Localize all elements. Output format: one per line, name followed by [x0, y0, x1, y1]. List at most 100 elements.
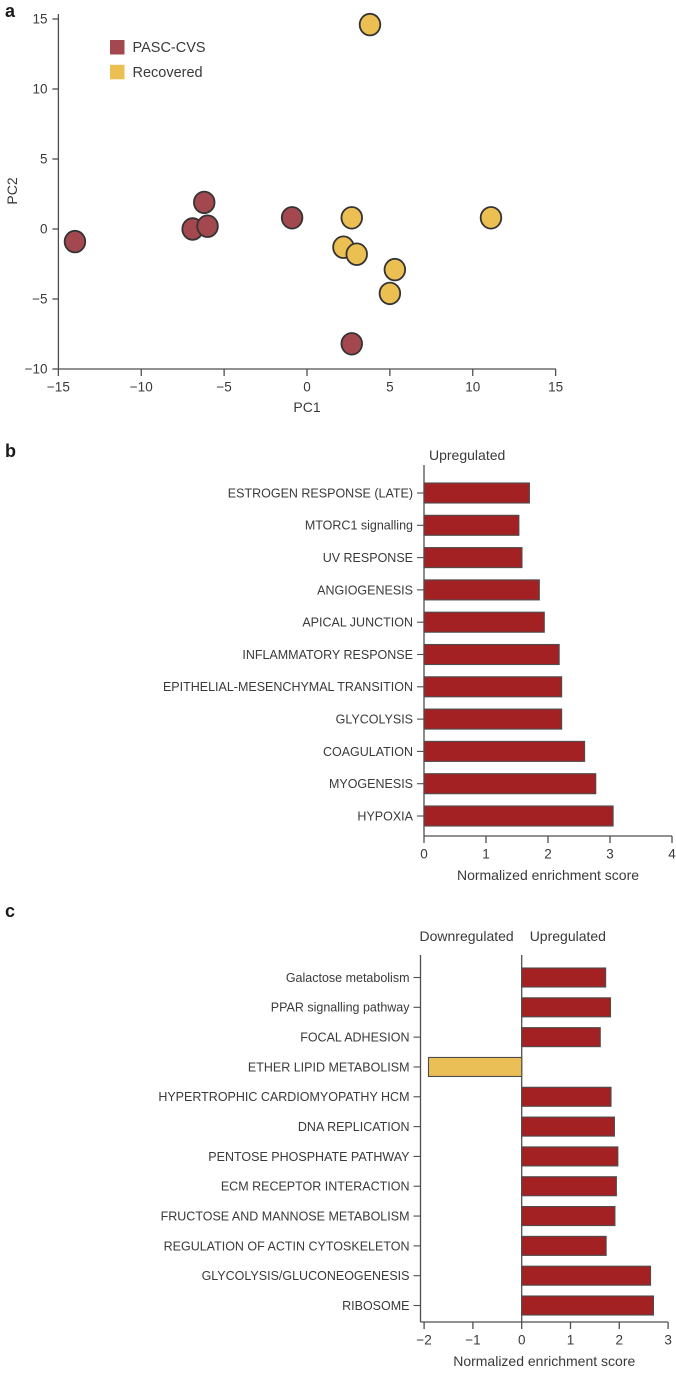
scatter-point [63, 229, 87, 254]
panel-b-letter: b [5, 441, 16, 461]
bar-upregulated [521, 1027, 601, 1048]
y-axis-title: PC2 [4, 177, 20, 204]
x-tick-label: −2 [416, 1333, 431, 1348]
title-upregulated: Upregulated [429, 447, 505, 463]
bar-upregulated [521, 1176, 617, 1197]
bar-upregulated [423, 740, 586, 762]
scatter-point [383, 257, 407, 282]
legend-swatch [110, 40, 125, 55]
category-label: ANGIOGENESIS [317, 583, 413, 597]
bar-upregulated [423, 708, 563, 730]
legend-label: PASC-CVS [133, 40, 206, 56]
y-tick-label: −5 [32, 292, 47, 307]
category-label: REGULATION OF ACTIN CYTOSKELETON [164, 1239, 410, 1253]
category-label: ETHER LIPID METABOLISM [248, 1060, 410, 1074]
scatter-point [196, 214, 219, 238]
scatter-point [340, 332, 363, 356]
legend-label: Recovered [133, 65, 203, 81]
bar-upregulated [521, 1116, 615, 1137]
x-tick-label: 0 [420, 847, 428, 862]
bar-downregulated [427, 1056, 523, 1078]
category-label: FOCAL ADHESION [300, 1031, 409, 1045]
category-label: FRUCTOSE AND MANNOSE METABOLISM [161, 1209, 410, 1223]
pca-scatter-chart: −10 −5 0 5 10 15 −15 −10 −5 0 5 10 15 PC1 PC2 PASC-CVS R… [4, 12, 563, 415]
bar-upregulated [521, 967, 607, 988]
x-tick-label: −1 [465, 1333, 480, 1348]
x-tick-label: 5 [386, 380, 394, 395]
x-tick-label: 15 [548, 380, 563, 395]
category-label: MTORC1 signalling [305, 519, 413, 533]
category-label: Galactose metabolism [286, 971, 410, 985]
x-tick-label: 0 [518, 1333, 526, 1348]
y-tick-label: 5 [40, 152, 48, 167]
category-label: PENTOSE PHOSPHATE PATHWAY [208, 1150, 410, 1164]
category-label: EPITHELIAL-MESENCHYMAL TRANSITION [163, 680, 413, 694]
category-label: DNA REPLICATION [298, 1120, 410, 1134]
panel-b: b Upregulated 0 1 2 3 4 Normalized enrichment … [0, 440, 676, 900]
panel-c: c Downregulated Upregulated −2 −1 0 1 2 3 Normal… [0, 900, 676, 1378]
category-label: HYPERTROPHIC CARDIOMYOPATHY HCM [158, 1090, 409, 1104]
x-tick-label: −15 [47, 380, 70, 395]
category-label: UV RESPONSE [323, 551, 413, 565]
x-axis-title: PC1 [293, 399, 320, 415]
bar-upregulated [423, 773, 597, 795]
bar-upregulated [423, 676, 563, 698]
category-label: HYPOXIA [357, 809, 413, 823]
bar-upregulated [521, 1086, 612, 1107]
y-tick-label: 15 [32, 12, 47, 27]
scatter-point [340, 206, 363, 230]
bar-upregulated [423, 611, 545, 633]
bar-upregulated [521, 997, 612, 1018]
bar-upregulated [521, 1295, 655, 1316]
y-tick-label: −10 [25, 362, 48, 377]
y-tick-label: 10 [32, 82, 47, 97]
bar-upregulated [423, 805, 614, 827]
category-label: APICAL JUNCTION [302, 616, 413, 630]
scatter-point [378, 281, 402, 306]
bar-upregulated [423, 643, 560, 666]
panel-a-letter: a [5, 1, 16, 21]
title-downregulated: Downregulated [420, 928, 514, 944]
bar-upregulated [423, 482, 530, 504]
category-label: INFLAMMATORY RESPONSE [242, 648, 413, 662]
x-tick-label: 1 [567, 1333, 575, 1348]
category-label: MYOGENESIS [329, 777, 413, 791]
bar-upregulated [521, 1235, 607, 1256]
bar-upregulated [423, 547, 523, 569]
category-label: GLYCOLYSIS [336, 713, 413, 727]
category-label: COAGULATION [323, 745, 413, 759]
scatter-point [280, 206, 304, 230]
bar-upregulated [521, 1146, 619, 1167]
scatter-point [358, 12, 382, 37]
bar-upregulated [521, 1265, 652, 1286]
x-tick-label: −10 [130, 380, 153, 395]
scatter-point [345, 242, 368, 266]
x-tick-label: −5 [216, 380, 231, 395]
panel-a: a −10 −5 0 5 10 15 −15 −10 −5 0 5 10 15 PC1 PC2 PASC-CV… [0, 0, 676, 440]
x-tick-label: 10 [465, 380, 480, 395]
x-tick-label: 3 [606, 847, 614, 862]
category-label: ESTROGEN RESPONSE (LATE) [228, 486, 413, 500]
category-label: ECM RECEPTOR INTERACTION [221, 1180, 410, 1194]
x-axis-title: Normalized enrichment score [457, 867, 639, 883]
scatter-point [479, 206, 503, 230]
x-tick-label: 0 [303, 380, 311, 395]
x-tick-label: 2 [616, 1333, 624, 1348]
bar-upregulated [521, 1206, 616, 1227]
x-tick-label: 4 [668, 847, 676, 862]
title-upregulated: Upregulated [530, 928, 606, 944]
legend-swatch [110, 64, 125, 80]
category-label: RIBOSOME [342, 1299, 409, 1313]
scatter-point [193, 190, 216, 215]
category-label: GLYCOLYSIS/GLUCONEOGENESIS [202, 1269, 410, 1283]
category-label: PPAR signalling pathway [271, 1001, 410, 1015]
panel-c-letter: c [5, 901, 16, 921]
x-tick-label: 3 [664, 1333, 672, 1348]
x-tick-label: 1 [482, 847, 490, 862]
upregulated-bar-chart: Upregulated 0 1 2 3 4 Normalized enrichment sc… [163, 447, 676, 883]
bar-upregulated [423, 514, 520, 536]
down-up-regulated-bar-chart: Downregulated Upregulated −2 −1 0 1 2 3 Normaliz… [158, 928, 672, 1369]
y-tick-label: 0 [40, 222, 48, 237]
bar-upregulated [423, 579, 540, 601]
